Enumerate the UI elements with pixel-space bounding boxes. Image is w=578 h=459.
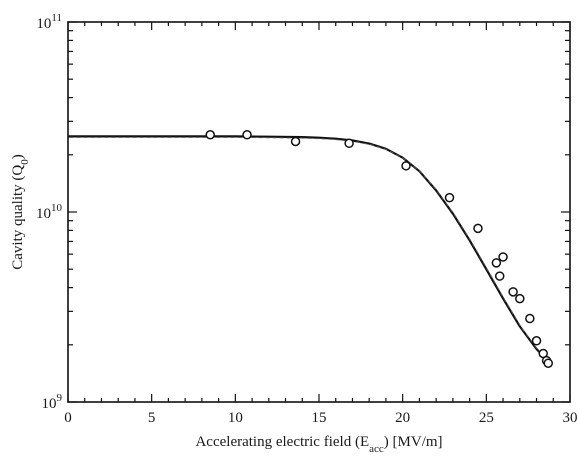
measured-points-layer <box>205 130 553 368</box>
data-point <box>498 252 508 262</box>
plot-frame <box>67 21 571 403</box>
data-point <box>444 192 455 203</box>
x-tick-label: 10 <box>228 410 243 426</box>
axis-ticks <box>67 21 571 403</box>
data-point <box>205 130 215 140</box>
x-tick-label: 30 <box>563 410 578 426</box>
data-point <box>491 258 502 268</box>
data-point <box>525 313 535 324</box>
x-tick-label: 15 <box>312 410 327 426</box>
y-axis-label: Cavity quality (Q0) <box>10 154 31 270</box>
x-axis-label: Accelerating electric field (Eacc) [MV/m… <box>195 434 442 455</box>
data-point <box>531 336 542 346</box>
y-tick-label: 109 <box>42 392 63 412</box>
data-point <box>290 136 301 147</box>
fit-curve-layer <box>68 135 552 365</box>
tick-labels: 0 5 10 15 20 25 30 109 1010 1011 <box>36 12 578 426</box>
x-tick-label: 5 <box>148 410 156 426</box>
data-point <box>543 358 553 368</box>
x-tick-label: 0 <box>64 410 72 426</box>
data-point <box>473 223 483 234</box>
x-tick-label: 25 <box>479 410 494 426</box>
data-point <box>242 130 252 140</box>
fit-curve-band <box>69 136 552 365</box>
data-point <box>401 161 411 171</box>
y-tick-label: 1011 <box>36 12 62 32</box>
data-point <box>494 271 505 281</box>
data-point <box>515 293 525 304</box>
data-point <box>508 287 518 297</box>
data-point <box>344 138 354 149</box>
x-tick-label: 20 <box>395 410 410 426</box>
y-tick-label: 1010 <box>36 202 63 222</box>
fit-curve <box>68 135 551 364</box>
